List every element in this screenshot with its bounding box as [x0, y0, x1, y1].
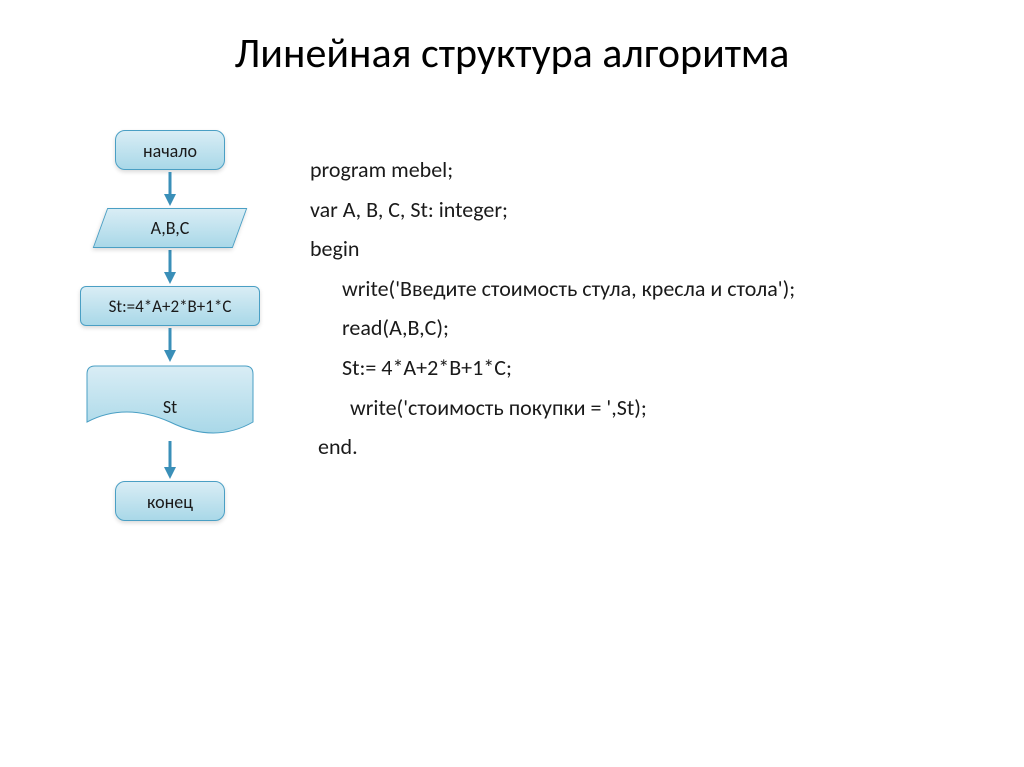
code-line: var A, B, C, St: integer;	[310, 190, 795, 230]
code-line: program mebel;	[310, 150, 795, 190]
flow-end: конец	[115, 481, 225, 521]
flowchart: начало A,B,C St:=4*A+2*B+1*C St	[70, 130, 270, 521]
arrow-icon	[160, 250, 180, 284]
arrow-icon	[160, 172, 180, 206]
code-line: begin	[310, 229, 795, 269]
flow-input-label: A,B,C	[100, 208, 240, 248]
flow-start: начало	[115, 130, 225, 170]
flow-output-label: St	[85, 396, 255, 418]
arrow-icon	[160, 328, 180, 362]
code-block: program mebel; var A, B, C, St: integer;…	[310, 150, 795, 467]
code-line: end.	[310, 427, 795, 467]
code-line: write('Введите стоимость стула, кресла и…	[310, 269, 795, 309]
page-title: Линейная структура алгоритма	[0, 28, 1024, 79]
flow-output: St	[85, 364, 255, 439]
code-line: read(A,B,C);	[310, 308, 795, 348]
code-line: write('стоимость покупки = ',St);	[310, 388, 795, 428]
flow-process: St:=4*A+2*B+1*C	[80, 286, 260, 326]
code-line: St:= 4*A+2*B+1*C;	[310, 348, 795, 388]
flow-input: A,B,C	[100, 208, 240, 248]
arrow-icon	[160, 441, 180, 479]
